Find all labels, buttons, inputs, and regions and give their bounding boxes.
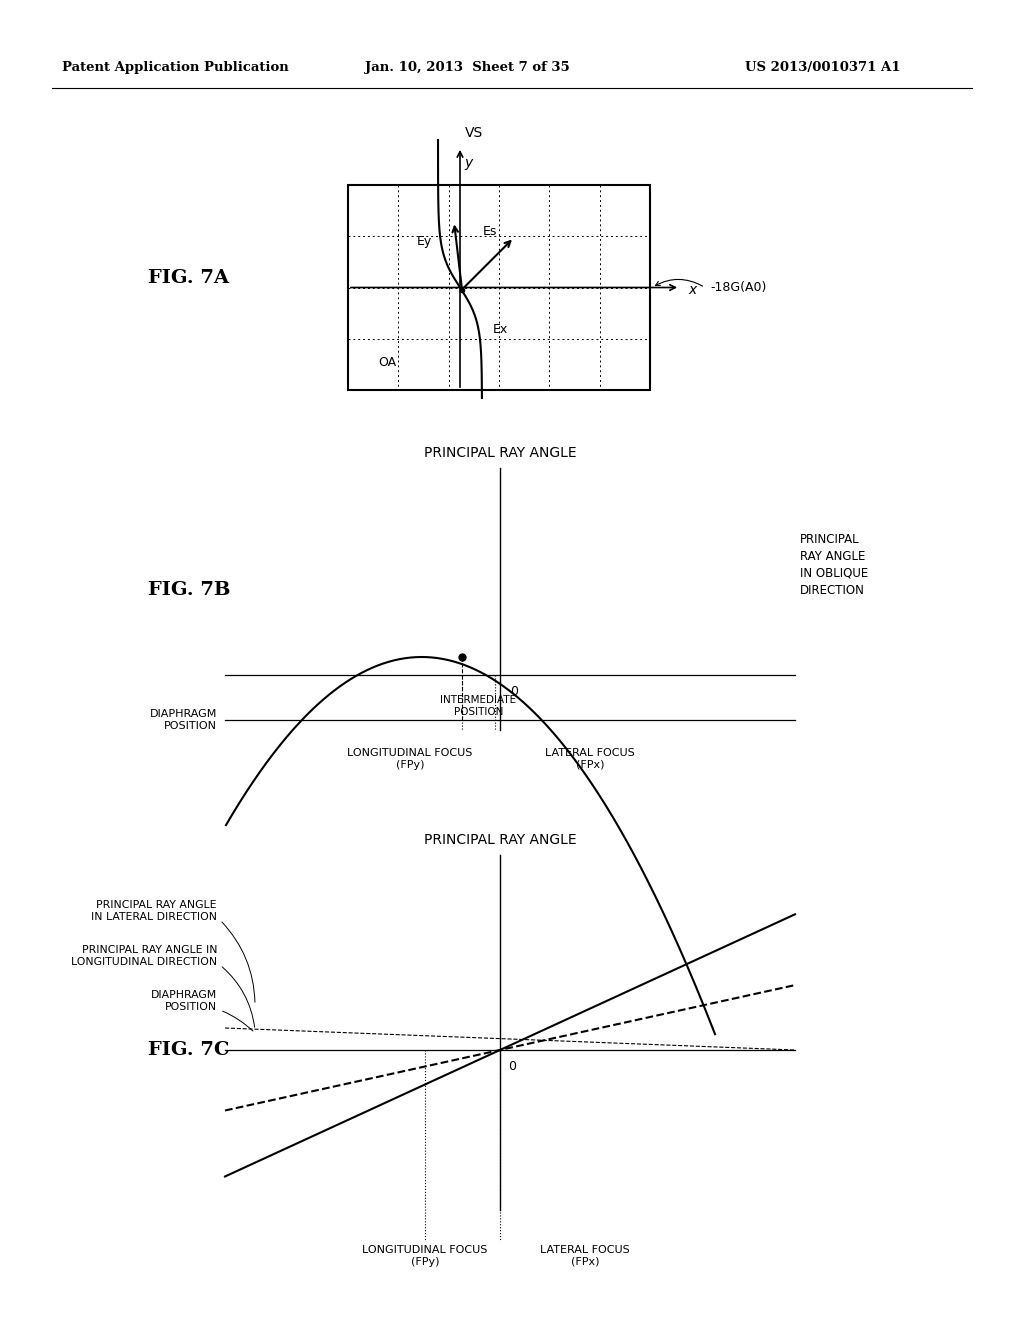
Text: LONGITUDINAL FOCUS
(FPy): LONGITUDINAL FOCUS (FPy) <box>347 748 473 770</box>
Text: OA: OA <box>378 355 396 368</box>
Text: VS: VS <box>465 125 483 140</box>
Text: y: y <box>464 156 472 170</box>
Text: Es: Es <box>482 224 498 238</box>
Text: US 2013/0010371 A1: US 2013/0010371 A1 <box>745 62 900 74</box>
Text: FIG. 7B: FIG. 7B <box>148 581 230 599</box>
Text: DIAPHRAGM
POSITION: DIAPHRAGM POSITION <box>150 709 217 731</box>
Text: Patent Application Publication: Patent Application Publication <box>62 62 289 74</box>
Text: Jan. 10, 2013  Sheet 7 of 35: Jan. 10, 2013 Sheet 7 of 35 <box>365 62 569 74</box>
Bar <box>348 185 650 389</box>
Text: 0: 0 <box>508 1060 516 1073</box>
Text: PRINCIPAL
RAY ANGLE
IN OBLIQUE
DIRECTION: PRINCIPAL RAY ANGLE IN OBLIQUE DIRECTION <box>800 533 868 597</box>
Text: INTERMEDIATE
POSITION: INTERMEDIATE POSITION <box>440 696 516 717</box>
Text: LONGITUDINAL FOCUS
(FPy): LONGITUDINAL FOCUS (FPy) <box>362 1245 487 1267</box>
Text: Ex: Ex <box>493 323 508 337</box>
Text: PRINCIPAL RAY ANGLE: PRINCIPAL RAY ANGLE <box>424 833 577 847</box>
Text: -18G(A0): -18G(A0) <box>710 281 766 294</box>
Text: 0: 0 <box>510 685 518 698</box>
Text: FIG. 7C: FIG. 7C <box>148 1041 229 1059</box>
Text: PRINCIPAL RAY ANGLE
IN LATERAL DIRECTION: PRINCIPAL RAY ANGLE IN LATERAL DIRECTION <box>91 900 217 921</box>
Text: x: x <box>688 284 696 297</box>
Text: LATERAL FOCUS
(FPx): LATERAL FOCUS (FPx) <box>545 748 635 770</box>
Text: PRINCIPAL RAY ANGLE IN
LONGITUDINAL DIRECTION: PRINCIPAL RAY ANGLE IN LONGITUDINAL DIRE… <box>71 945 217 966</box>
Text: FIG. 7A: FIG. 7A <box>148 269 229 286</box>
Text: Ey: Ey <box>417 235 432 248</box>
Text: LATERAL FOCUS
(FPx): LATERAL FOCUS (FPx) <box>540 1245 630 1267</box>
Text: PRINCIPAL RAY ANGLE: PRINCIPAL RAY ANGLE <box>424 446 577 459</box>
Text: DIAPHRAGM
POSITION: DIAPHRAGM POSITION <box>151 990 217 1011</box>
